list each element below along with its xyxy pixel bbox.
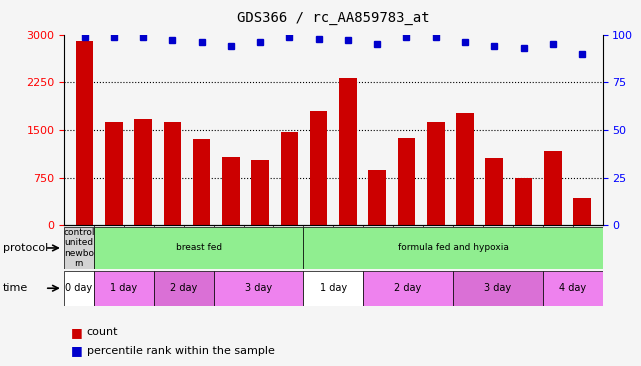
Text: count: count (87, 327, 118, 337)
Text: GDS366 / rc_AA859783_at: GDS366 / rc_AA859783_at (237, 11, 429, 25)
Bar (397, 138, 415, 225)
Bar (303, 271, 363, 306)
Bar (94, 271, 154, 306)
Bar (251, 160, 269, 225)
Text: 1 day: 1 day (110, 283, 137, 293)
Text: formula fed and hypoxia: formula fed and hypoxia (397, 243, 508, 253)
Bar (573, 198, 591, 225)
Text: 2 day: 2 day (394, 283, 422, 293)
Bar (310, 111, 328, 225)
Bar (154, 271, 213, 306)
Text: 1 day: 1 day (320, 283, 347, 293)
Bar (543, 271, 603, 306)
Bar (94, 227, 303, 269)
Bar (456, 113, 474, 225)
Text: ■: ■ (71, 326, 82, 339)
Text: 0 day: 0 day (65, 283, 92, 293)
Bar (485, 158, 503, 225)
Bar (64, 271, 94, 306)
Bar (281, 132, 298, 225)
Bar (427, 122, 444, 225)
Text: breast fed: breast fed (176, 243, 222, 253)
Bar (135, 119, 152, 225)
Bar (193, 139, 210, 225)
Bar (339, 78, 357, 225)
Bar (303, 227, 603, 269)
Text: protocol: protocol (3, 243, 49, 253)
Bar (453, 271, 543, 306)
Bar (515, 178, 532, 225)
Text: control
united
newbo
rn: control united newbo rn (63, 228, 95, 268)
Bar (76, 41, 94, 225)
Bar (163, 122, 181, 225)
Bar (213, 271, 303, 306)
Text: 2 day: 2 day (170, 283, 197, 293)
Bar (544, 152, 562, 225)
Bar (64, 227, 94, 269)
Bar (363, 271, 453, 306)
Text: percentile rank within the sample: percentile rank within the sample (87, 346, 274, 356)
Text: ■: ■ (71, 344, 82, 357)
Bar (369, 170, 386, 225)
Bar (222, 157, 240, 225)
Text: 3 day: 3 day (245, 283, 272, 293)
Text: time: time (3, 283, 28, 293)
Bar (105, 122, 122, 225)
Text: 4 day: 4 day (559, 283, 586, 293)
Text: 3 day: 3 day (485, 283, 512, 293)
